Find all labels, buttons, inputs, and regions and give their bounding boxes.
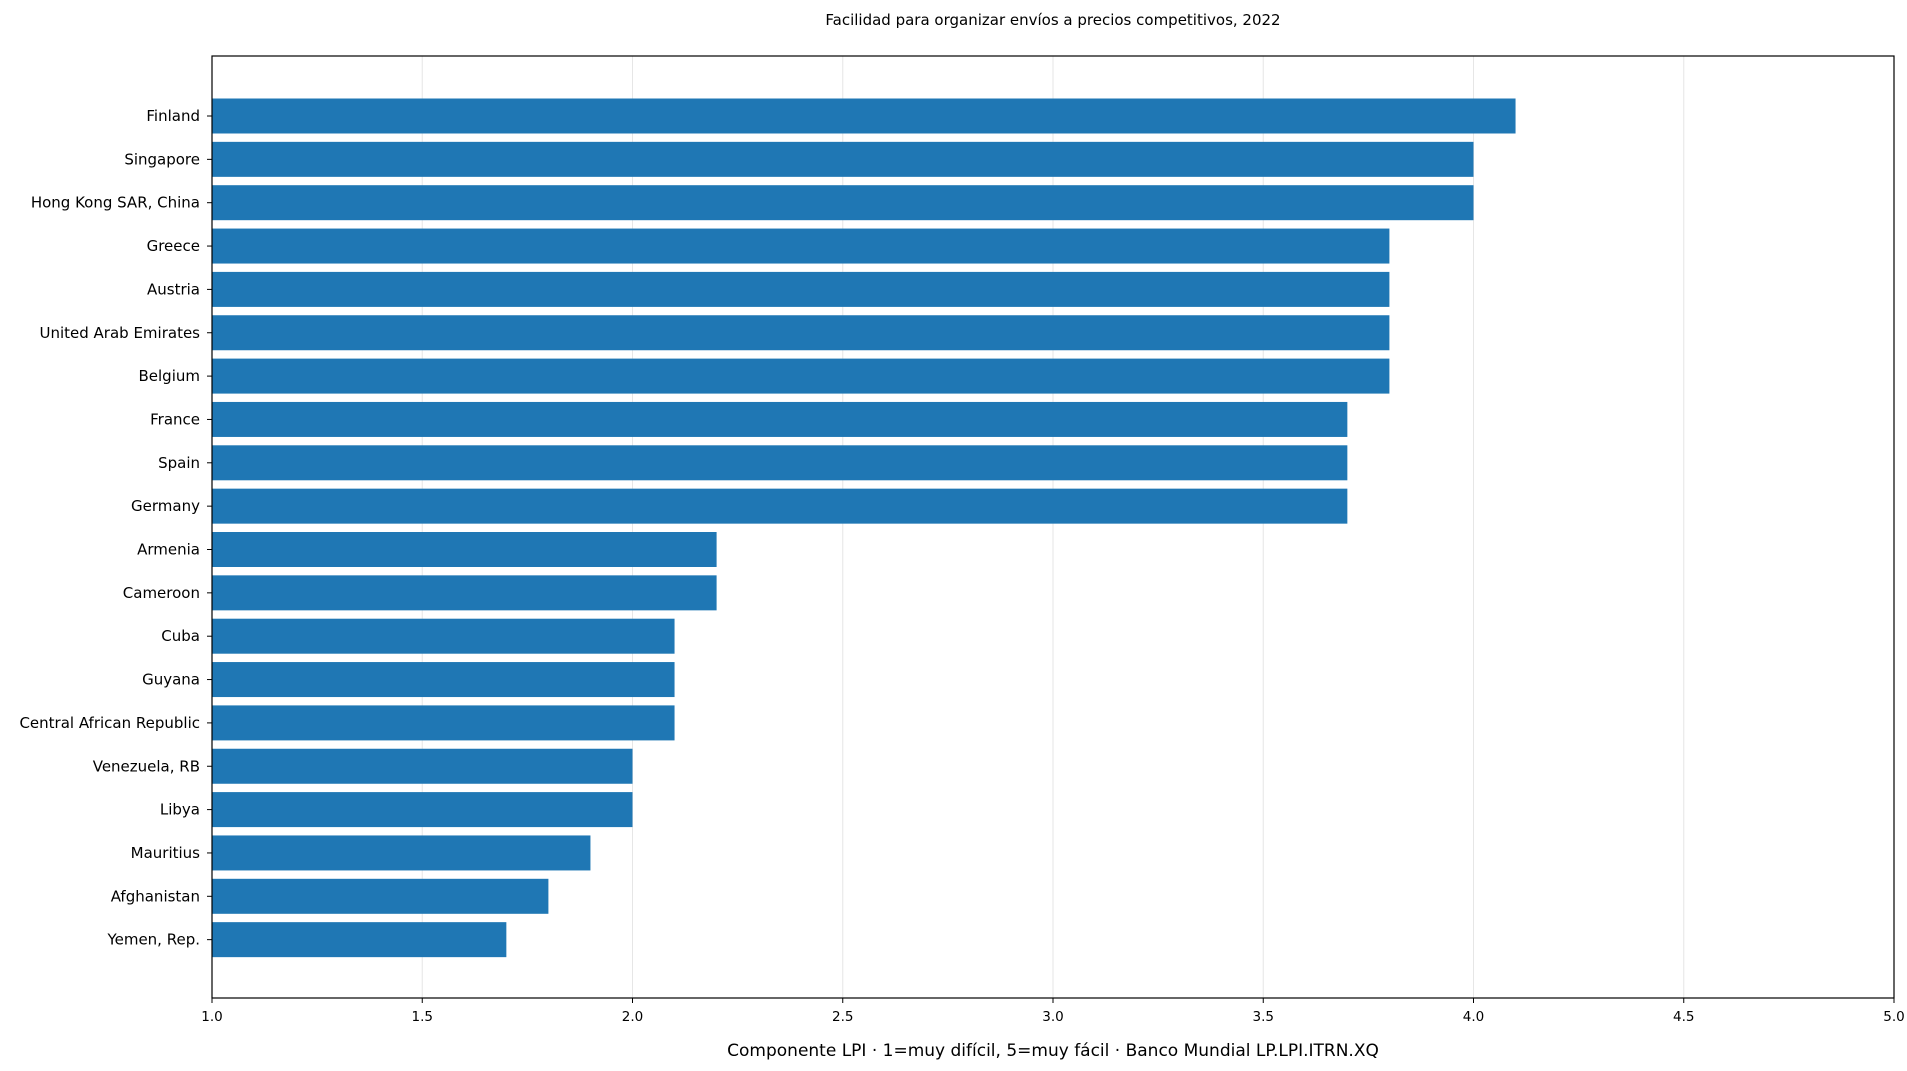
- bar: [212, 271, 1390, 307]
- x-tick-label: 4.5: [1673, 1009, 1694, 1025]
- x-tick-label: 4.0: [1463, 1009, 1484, 1025]
- bar: [212, 228, 1390, 264]
- bar: [212, 835, 591, 871]
- x-tick-label: 1.5: [412, 1009, 433, 1025]
- y-category-label: Central African Republic: [19, 714, 200, 732]
- bar: [212, 792, 633, 828]
- bar: [212, 575, 717, 611]
- x-tick-label: 2.0: [622, 1009, 643, 1025]
- y-category-label: Spain: [158, 454, 200, 472]
- bar: [212, 662, 675, 698]
- y-category-label: Singapore: [124, 150, 200, 168]
- y-category-label: Armenia: [137, 541, 200, 559]
- y-category-label: France: [150, 410, 200, 428]
- bar: [212, 358, 1390, 394]
- y-category-label: Libya: [160, 801, 200, 819]
- x-tick-label: 2.5: [832, 1009, 853, 1025]
- chart-title: Facilidad para organizar envíos a precio…: [825, 11, 1280, 29]
- bar: [212, 532, 717, 567]
- y-category-label: Cuba: [161, 627, 200, 645]
- x-axis-ticks: 1.0 1.5 2.0 2.5 3.0 3.5 4.0 4.5 5.0: [201, 998, 1905, 1025]
- x-tick-label: 5.0: [1883, 1009, 1904, 1025]
- bar: [212, 98, 1516, 134]
- y-category-label: Germany: [131, 497, 200, 515]
- bars: [212, 98, 1516, 958]
- y-category-label: Cameroon: [123, 584, 200, 602]
- x-tick-label: 3.5: [1253, 1009, 1274, 1025]
- y-category-label: Belgium: [139, 367, 201, 385]
- y-category-label: Guyana: [142, 671, 200, 689]
- y-category-label: Austria: [147, 280, 200, 298]
- y-category-label: United Arab Emirates: [39, 324, 200, 342]
- y-category-label: Hong Kong SAR, China: [31, 194, 200, 212]
- bar: [212, 141, 1474, 177]
- y-category-label: Afghanistan: [111, 887, 200, 905]
- bar: [212, 922, 507, 958]
- y-category-label: Greece: [147, 237, 200, 255]
- x-axis-label: Componente LPI · 1=muy difícil, 5=muy fá…: [727, 1041, 1379, 1061]
- bar: [212, 445, 1348, 481]
- bar: [212, 488, 1348, 524]
- bar: [212, 315, 1390, 351]
- bar: [212, 878, 549, 914]
- bar: [212, 185, 1474, 221]
- bar: [212, 748, 633, 784]
- y-category-label: Mauritius: [131, 844, 201, 862]
- bar: [212, 618, 675, 654]
- bar: [212, 401, 1348, 437]
- y-category-label: Yemen, Rep.: [106, 931, 200, 949]
- y-axis-categories: Finland Singapore Hong Kong SAR, China Gree…: [19, 107, 212, 949]
- x-tick-label: 1.0: [201, 1009, 222, 1025]
- x-tick-label: 3.0: [1042, 1009, 1063, 1025]
- y-category-label: Venezuela, RB: [93, 757, 200, 775]
- y-category-label: Finland: [146, 107, 200, 125]
- bar: [212, 705, 675, 741]
